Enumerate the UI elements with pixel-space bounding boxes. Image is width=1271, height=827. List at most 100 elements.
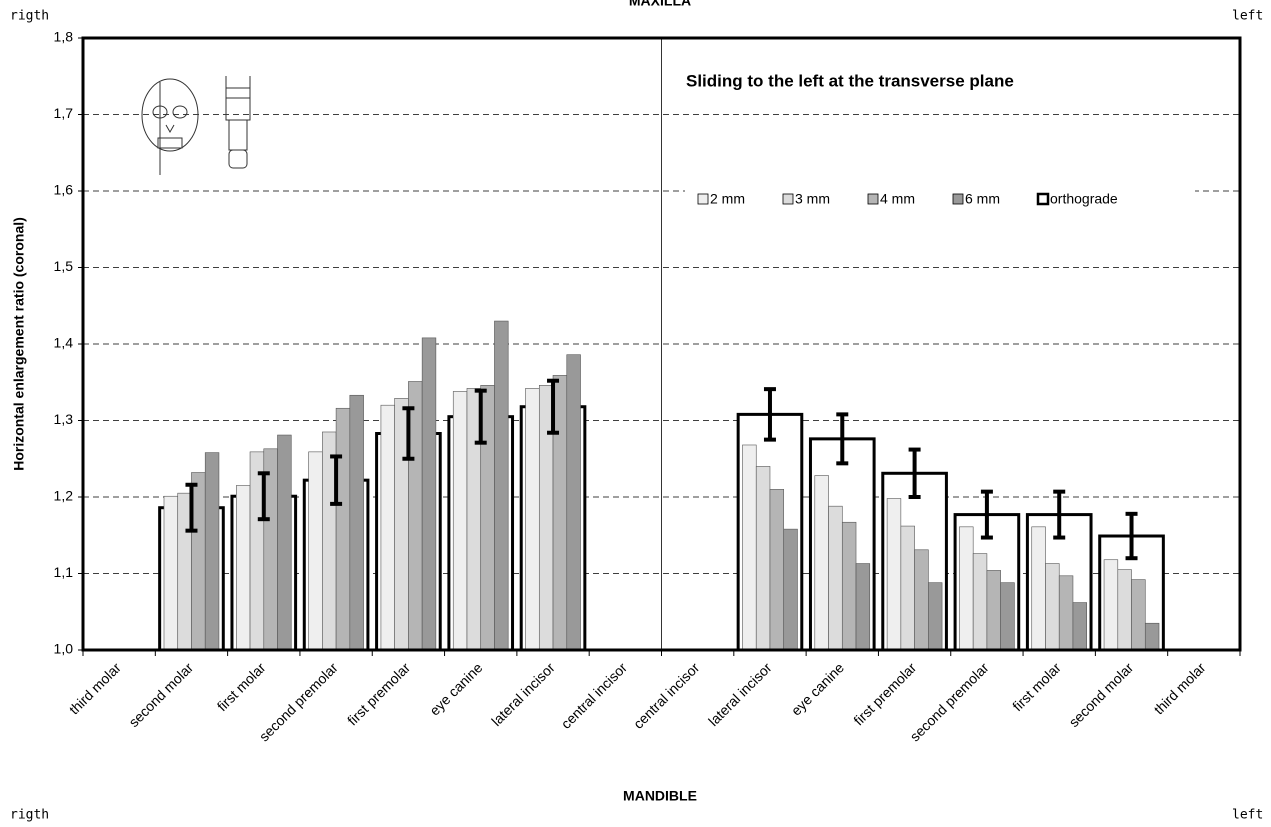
error-bar — [763, 387, 776, 442]
bar — [1000, 582, 1015, 651]
corner-label: rigth — [10, 808, 49, 823]
bar — [177, 492, 192, 651]
error-bar — [1125, 511, 1138, 561]
x-tick-label: second premolar — [907, 659, 992, 744]
bar — [769, 489, 785, 651]
bar — [394, 398, 409, 651]
legend-swatch — [782, 193, 794, 205]
bar — [466, 388, 482, 651]
bar — [566, 354, 581, 651]
legend-label: orthograde — [1050, 191, 1118, 207]
bar — [755, 466, 771, 651]
y-tick-label: 1,1 — [54, 564, 74, 580]
bar — [814, 475, 829, 651]
legend-label: 6 mm — [965, 191, 1000, 207]
bar — [308, 451, 323, 651]
y-tick-label: 1,5 — [54, 258, 74, 274]
bar — [163, 495, 179, 651]
y-tick-label: 1,8 — [54, 29, 74, 45]
legend-swatch — [697, 193, 709, 205]
bar — [742, 444, 757, 651]
bar — [828, 505, 843, 651]
legend-label: 3 mm — [795, 191, 830, 207]
legend-swatch — [952, 193, 964, 205]
corner-label: rigth — [10, 9, 49, 24]
bar — [236, 485, 251, 651]
y-tick-label: 1,6 — [54, 182, 74, 198]
x-tick-label: first premolar — [344, 659, 413, 728]
x-tick-label: lateral incisor — [488, 659, 558, 729]
top-label: MAXILLA — [629, 0, 691, 9]
error-bar — [980, 489, 993, 540]
corner-label: left — [1232, 808, 1263, 823]
y-tick-label: 1,3 — [54, 411, 74, 427]
error-bar — [402, 406, 415, 461]
bar — [1144, 622, 1160, 651]
x-tick-label: eye canine — [788, 659, 847, 718]
bar — [972, 553, 988, 651]
error-bar — [547, 378, 560, 435]
bar — [525, 388, 540, 651]
skull-icon — [141, 76, 251, 175]
legend-swatch — [1036, 192, 1050, 206]
bar — [263, 448, 278, 651]
bar — [408, 381, 423, 651]
bar — [783, 528, 798, 651]
x-tick-label: lateral incisor — [705, 659, 775, 729]
bar — [1072, 602, 1087, 651]
error-bar — [908, 447, 921, 499]
bar — [1103, 559, 1119, 651]
y-tick-label: 1,0 — [54, 641, 74, 657]
y-axis-label: Horizontal enlargement ratio (coronal) — [11, 217, 27, 471]
bar — [380, 404, 395, 651]
x-tick-label: first premolar — [850, 659, 919, 728]
y-tick-label: 1,7 — [54, 105, 74, 121]
bar — [900, 525, 915, 651]
plot-frame — [81, 36, 1242, 652]
x-tick-label: second molar — [1066, 659, 1137, 730]
bar — [1131, 579, 1146, 651]
bar — [914, 549, 929, 651]
bar — [986, 570, 1001, 651]
bar — [841, 521, 857, 651]
corner-label: left — [1232, 9, 1263, 24]
bar — [1058, 575, 1074, 651]
bar — [855, 563, 871, 651]
bar — [452, 391, 468, 651]
bar — [1045, 563, 1060, 651]
chart-title: Sliding to the left at the transverse pl… — [686, 71, 1014, 90]
x-tick-label: second molar — [125, 659, 196, 730]
bar — [1117, 569, 1132, 651]
x-tick-label: third molar — [1151, 659, 1209, 717]
error-bar — [474, 388, 487, 445]
bar — [480, 385, 495, 651]
legend-label: 2 mm — [710, 191, 745, 207]
bar — [335, 407, 351, 651]
bar — [191, 472, 206, 651]
bar — [538, 385, 554, 651]
x-tick-label: first molar — [214, 659, 269, 714]
y-tick-label: 1,2 — [54, 488, 74, 504]
bottom-label: MANDIBLE — [623, 788, 697, 804]
y-tick-label: 1,4 — [54, 335, 74, 351]
bar — [204, 452, 220, 651]
error-bar — [185, 482, 198, 533]
x-tick-label: first molar — [1009, 659, 1064, 714]
bar — [1031, 526, 1046, 651]
bar — [421, 337, 437, 651]
bar — [959, 526, 974, 651]
legend-swatch — [867, 193, 879, 205]
error-bar — [330, 454, 343, 506]
legend-box — [685, 182, 1195, 218]
legend-label: 4 mm — [880, 191, 915, 207]
x-tick-label: central incisor — [558, 659, 631, 732]
bar — [886, 498, 902, 651]
bar — [494, 320, 509, 651]
x-tick-label: third molar — [66, 659, 124, 717]
x-tick-label: eye canine — [426, 659, 485, 718]
bar — [249, 451, 265, 651]
bar — [928, 582, 943, 651]
x-tick-label: central incisor — [630, 659, 703, 732]
error-bar — [1053, 489, 1066, 540]
